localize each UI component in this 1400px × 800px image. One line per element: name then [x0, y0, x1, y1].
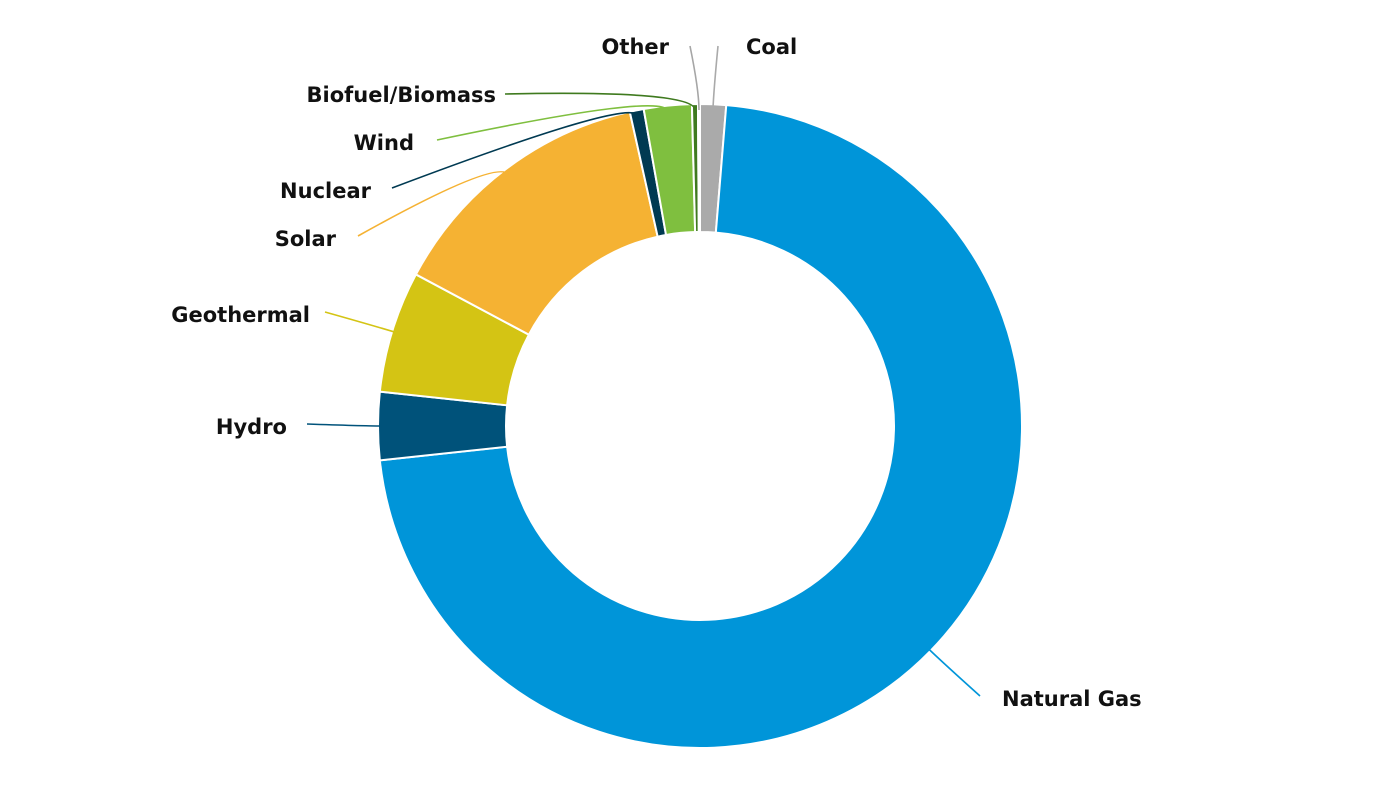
leader-line — [925, 646, 981, 697]
leader-line — [436, 105, 670, 141]
slice-label: Coal — [746, 35, 797, 59]
leader-line — [357, 171, 510, 237]
donut-segment — [378, 103, 1023, 749]
slice-label: Nuclear — [280, 179, 372, 203]
leader-line — [391, 111, 639, 189]
slice-label: Natural Gas — [1002, 687, 1142, 711]
leader-line — [689, 45, 700, 111]
leader-line — [306, 423, 385, 427]
slice-label: Hydro — [216, 415, 287, 439]
slice-label: Solar — [275, 227, 337, 251]
donut-segment — [696, 102, 701, 234]
slice-label: Geothermal — [171, 303, 310, 327]
slice-label: Wind — [354, 131, 414, 155]
leader-line — [324, 311, 399, 334]
slice-label: Biofuel/Biomass — [306, 83, 496, 107]
leader-line — [504, 92, 696, 111]
leader-line — [712, 45, 719, 111]
slice-label: Other — [602, 35, 670, 59]
